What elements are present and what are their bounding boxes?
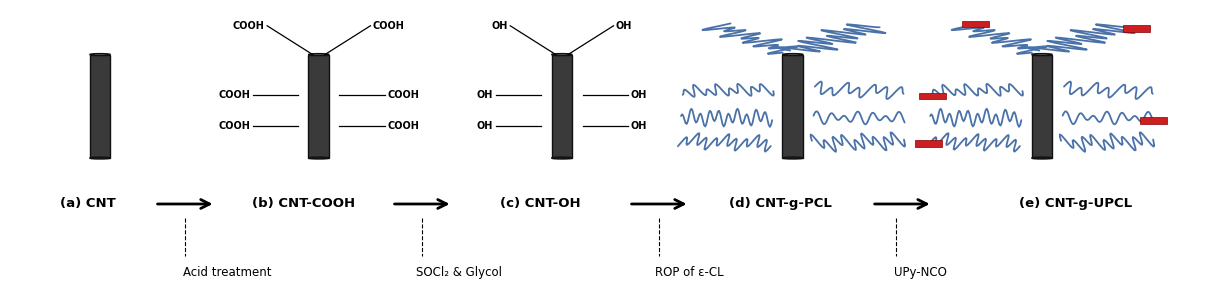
Bar xyxy=(962,21,989,27)
Bar xyxy=(916,140,943,146)
Ellipse shape xyxy=(309,157,330,159)
Bar xyxy=(1140,117,1167,124)
Ellipse shape xyxy=(783,54,803,55)
Text: OH: OH xyxy=(630,121,647,131)
Text: COOH: COOH xyxy=(372,21,404,31)
Text: (b) CNT-COOH: (b) CNT-COOH xyxy=(252,197,355,210)
Text: (c) CNT-OH: (c) CNT-OH xyxy=(501,197,581,210)
Text: OH: OH xyxy=(477,121,493,131)
Bar xyxy=(919,93,946,99)
Text: COOH: COOH xyxy=(233,21,265,31)
Ellipse shape xyxy=(89,54,110,55)
Text: (e) CNT-g-UPCL: (e) CNT-g-UPCL xyxy=(1018,197,1132,210)
Text: UPy-NCO: UPy-NCO xyxy=(894,266,946,280)
Text: (d) CNT-g-PCL: (d) CNT-g-PCL xyxy=(729,197,832,210)
Bar xyxy=(552,54,573,158)
Bar xyxy=(1123,25,1150,32)
Text: OH: OH xyxy=(477,90,493,100)
Bar xyxy=(309,54,330,158)
Ellipse shape xyxy=(552,157,573,159)
Text: COOH: COOH xyxy=(219,90,250,100)
Bar xyxy=(783,54,803,158)
Ellipse shape xyxy=(552,54,573,55)
Text: OH: OH xyxy=(491,21,508,31)
Text: OH: OH xyxy=(615,21,632,31)
Ellipse shape xyxy=(89,157,110,159)
Ellipse shape xyxy=(1032,157,1053,159)
Text: SOCl₂ & Glycol: SOCl₂ & Glycol xyxy=(415,266,502,280)
Bar xyxy=(89,54,110,158)
Text: ROP of ε-CL: ROP of ε-CL xyxy=(656,266,724,280)
Text: (a) CNT: (a) CNT xyxy=(60,197,116,210)
Bar xyxy=(1032,54,1053,158)
Text: COOH: COOH xyxy=(219,121,250,131)
Text: COOH: COOH xyxy=(387,90,419,100)
Text: OH: OH xyxy=(630,90,647,100)
Text: COOH: COOH xyxy=(387,121,419,131)
Text: Acid treatment: Acid treatment xyxy=(183,266,272,280)
Ellipse shape xyxy=(1032,54,1053,55)
Ellipse shape xyxy=(783,157,803,159)
Ellipse shape xyxy=(309,54,330,55)
